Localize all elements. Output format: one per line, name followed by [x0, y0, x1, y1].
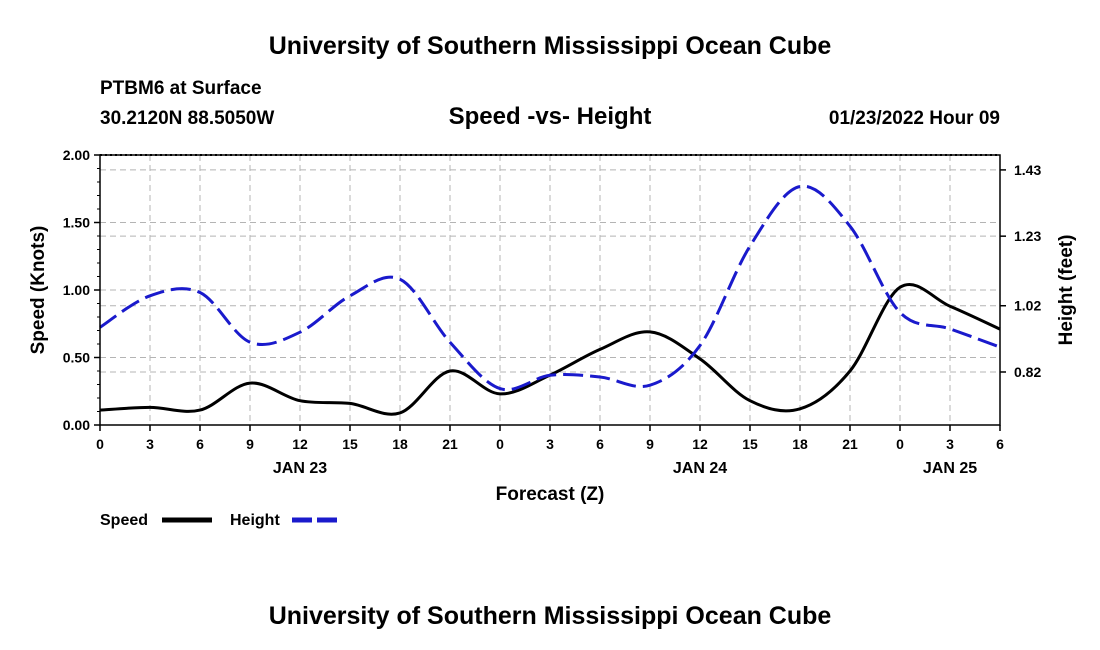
footer-title: University of Southern Mississippi Ocean…: [269, 602, 832, 630]
y-tick-label-right: 1.02: [1014, 298, 1041, 314]
x-tick-label: 18: [792, 436, 808, 452]
x-tick-label: 0: [896, 436, 904, 452]
x-tick-label: 12: [692, 436, 708, 452]
date-label: JAN 23: [273, 460, 327, 477]
y-tick-label-left: 1.00: [63, 282, 90, 298]
x-tick-label: 12: [292, 436, 308, 452]
x-tick-label: 9: [646, 436, 654, 452]
x-tick-label: 3: [946, 436, 954, 452]
series-layer: [99, 184, 1001, 416]
series-line-speed: [99, 283, 1001, 416]
y-tick-label-left: 1.50: [63, 215, 90, 231]
y-axis-label-left: Speed (Knots): [28, 226, 49, 355]
date-label: JAN 25: [923, 460, 977, 477]
legend-speed-label: Speed: [100, 512, 148, 529]
legend: Speed Height: [100, 512, 342, 529]
series-line-height: [99, 184, 1001, 392]
chart-title: University of Southern Mississippi Ocean…: [269, 32, 832, 60]
y-tick-label-right: 0.82: [1014, 364, 1041, 380]
x-tick-label: 0: [96, 436, 104, 452]
x-tick-label: 18: [392, 436, 408, 452]
x-tick-label: 3: [146, 436, 154, 452]
x-tick-label: 9: [246, 436, 254, 452]
y-tick-label-left: 0.00: [63, 417, 90, 433]
x-tick-label: 3: [546, 436, 554, 452]
date-label: JAN 24: [673, 460, 727, 477]
x-tick-label: 0: [496, 436, 504, 452]
chart-subtitle: Speed -vs- Height: [449, 103, 652, 130]
x-tick-label: 6: [996, 436, 1004, 452]
coords-label: 30.2120N 88.5050W: [100, 108, 274, 129]
y-tick-label-right: 1.43: [1014, 162, 1041, 178]
grid: [100, 155, 1000, 425]
datetime-label: 01/23/2022 Hour 09: [829, 108, 1000, 129]
x-tick-label: 6: [596, 436, 604, 452]
y-axis-label-right: Height (feet): [1056, 235, 1077, 346]
x-tick-label: 15: [342, 436, 358, 452]
x-axis-label: Forecast (Z): [496, 484, 605, 505]
axes-layer: 0 3 6 9 12 15 18 21 0 3 6 9 12 15 18 21 0 3 6 JAN 23 JAN 24 J…: [63, 147, 1042, 477]
x-tick-label: 21: [442, 436, 458, 452]
y-tick-label-left: 0.50: [63, 350, 90, 366]
y-tick-label-left: 2.00: [63, 147, 90, 163]
x-tick-label: 15: [742, 436, 758, 452]
x-tick-label: 21: [842, 436, 858, 452]
legend-height-label: Height: [230, 512, 280, 529]
station-label: PTBM6 at Surface: [100, 78, 262, 99]
y-tick-label-right: 1.23: [1014, 228, 1041, 244]
x-tick-label: 6: [196, 436, 204, 452]
